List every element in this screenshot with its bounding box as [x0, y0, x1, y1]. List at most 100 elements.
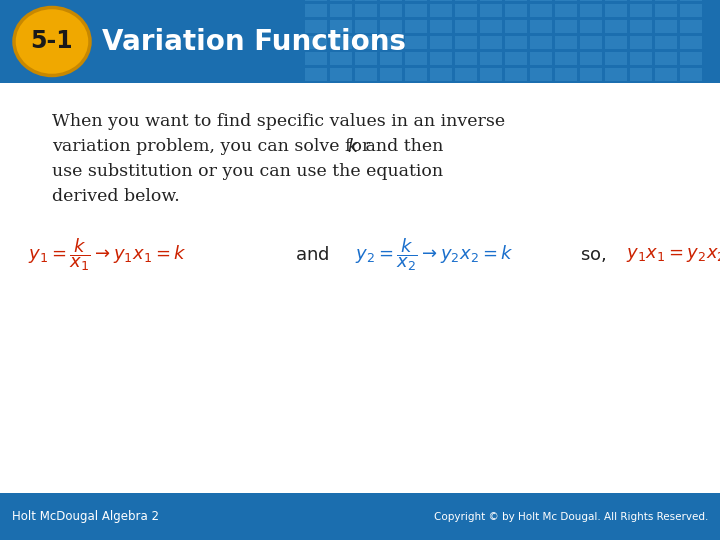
Bar	[655, 36, 677, 49]
Text: $\mathrm{so,}$: $\mathrm{so,}$	[580, 246, 606, 264]
Bar	[430, 68, 452, 81]
Bar	[505, 0, 527, 1]
Text: $k$: $k$	[347, 138, 359, 156]
Bar	[630, 0, 652, 1]
Text: $y_2 = \dfrac{k}{x_2} \rightarrow y_2 x_2 = k$: $y_2 = \dfrac{k}{x_2} \rightarrow y_2 x_…	[355, 237, 513, 273]
Bar	[680, 68, 702, 81]
Bar	[405, 36, 427, 49]
Bar	[405, 52, 427, 65]
Bar	[505, 68, 527, 81]
Bar	[355, 36, 377, 49]
Bar	[380, 52, 402, 65]
Bar	[405, 68, 427, 81]
Bar	[355, 0, 377, 1]
Bar	[330, 20, 352, 33]
Bar	[530, 68, 552, 81]
Bar	[430, 36, 452, 49]
Bar	[680, 52, 702, 65]
Bar	[580, 0, 602, 1]
Bar	[430, 0, 452, 1]
Bar	[305, 52, 327, 65]
Bar	[480, 20, 502, 33]
Bar	[580, 4, 602, 17]
Text: variation problem, you can solve for: variation problem, you can solve for	[52, 138, 376, 155]
Bar	[530, 36, 552, 49]
Bar	[680, 4, 702, 17]
Bar	[630, 52, 652, 65]
Bar	[380, 36, 402, 49]
Bar	[305, 0, 327, 1]
Bar	[630, 36, 652, 49]
Bar	[480, 4, 502, 17]
Bar	[405, 20, 427, 33]
Bar	[405, 4, 427, 17]
Bar	[555, 52, 577, 65]
Text: When you want to find specific values in an inverse: When you want to find specific values in…	[52, 113, 505, 130]
Text: use substitution or you can use the equation: use substitution or you can use the equa…	[52, 163, 443, 180]
Bar	[380, 4, 402, 17]
Bar	[680, 0, 702, 1]
Bar	[655, 0, 677, 1]
Bar	[0, 0, 720, 83]
Ellipse shape	[14, 8, 90, 76]
Bar	[305, 36, 327, 49]
Bar	[555, 4, 577, 17]
Bar	[580, 20, 602, 33]
Text: 5-1: 5-1	[31, 30, 73, 53]
Bar	[330, 68, 352, 81]
Bar	[580, 36, 602, 49]
Bar	[530, 20, 552, 33]
Bar	[605, 36, 627, 49]
Bar	[680, 36, 702, 49]
Bar	[655, 68, 677, 81]
Bar	[505, 52, 527, 65]
Bar	[455, 0, 477, 1]
Text: Variation Functions: Variation Functions	[102, 28, 406, 56]
Bar	[505, 4, 527, 17]
Bar	[305, 20, 327, 33]
Bar	[455, 52, 477, 65]
Bar	[355, 68, 377, 81]
Bar	[580, 52, 602, 65]
Text: $\mathrm{and}$: $\mathrm{and}$	[295, 246, 329, 264]
Bar	[605, 20, 627, 33]
Bar	[505, 36, 527, 49]
Bar	[455, 36, 477, 49]
Bar	[405, 0, 427, 1]
Bar	[530, 4, 552, 17]
Bar	[530, 0, 552, 1]
Bar	[455, 20, 477, 33]
Bar	[330, 52, 352, 65]
Bar	[305, 4, 327, 17]
Bar	[0, 493, 720, 540]
Bar	[555, 36, 577, 49]
Bar	[455, 4, 477, 17]
Bar	[480, 68, 502, 81]
Text: $y_1 = \dfrac{k}{x_1} \rightarrow y_1 x_1 = k$: $y_1 = \dfrac{k}{x_1} \rightarrow y_1 x_…	[28, 237, 186, 273]
Bar	[480, 36, 502, 49]
Bar	[305, 68, 327, 81]
Bar	[655, 4, 677, 17]
Bar	[380, 68, 402, 81]
Bar	[480, 52, 502, 65]
Bar	[330, 0, 352, 1]
Bar	[430, 52, 452, 65]
Bar	[655, 20, 677, 33]
Text: $y_1 x_1 = y_2 x_2.$: $y_1 x_1 = y_2 x_2.$	[626, 246, 720, 264]
Bar	[555, 68, 577, 81]
Bar	[555, 20, 577, 33]
Bar	[355, 4, 377, 17]
Bar	[580, 68, 602, 81]
Bar	[530, 52, 552, 65]
Bar	[605, 4, 627, 17]
Bar	[655, 52, 677, 65]
Text: Holt McDougal Algebra 2: Holt McDougal Algebra 2	[12, 510, 159, 523]
Text: Copyright © by Holt Mc Dougal. All Rights Reserved.: Copyright © by Holt Mc Dougal. All Right…	[433, 511, 708, 522]
Bar	[605, 52, 627, 65]
Bar	[555, 0, 577, 1]
Bar	[330, 4, 352, 17]
Bar	[480, 0, 502, 1]
Bar	[355, 20, 377, 33]
Bar	[630, 20, 652, 33]
Bar	[355, 52, 377, 65]
